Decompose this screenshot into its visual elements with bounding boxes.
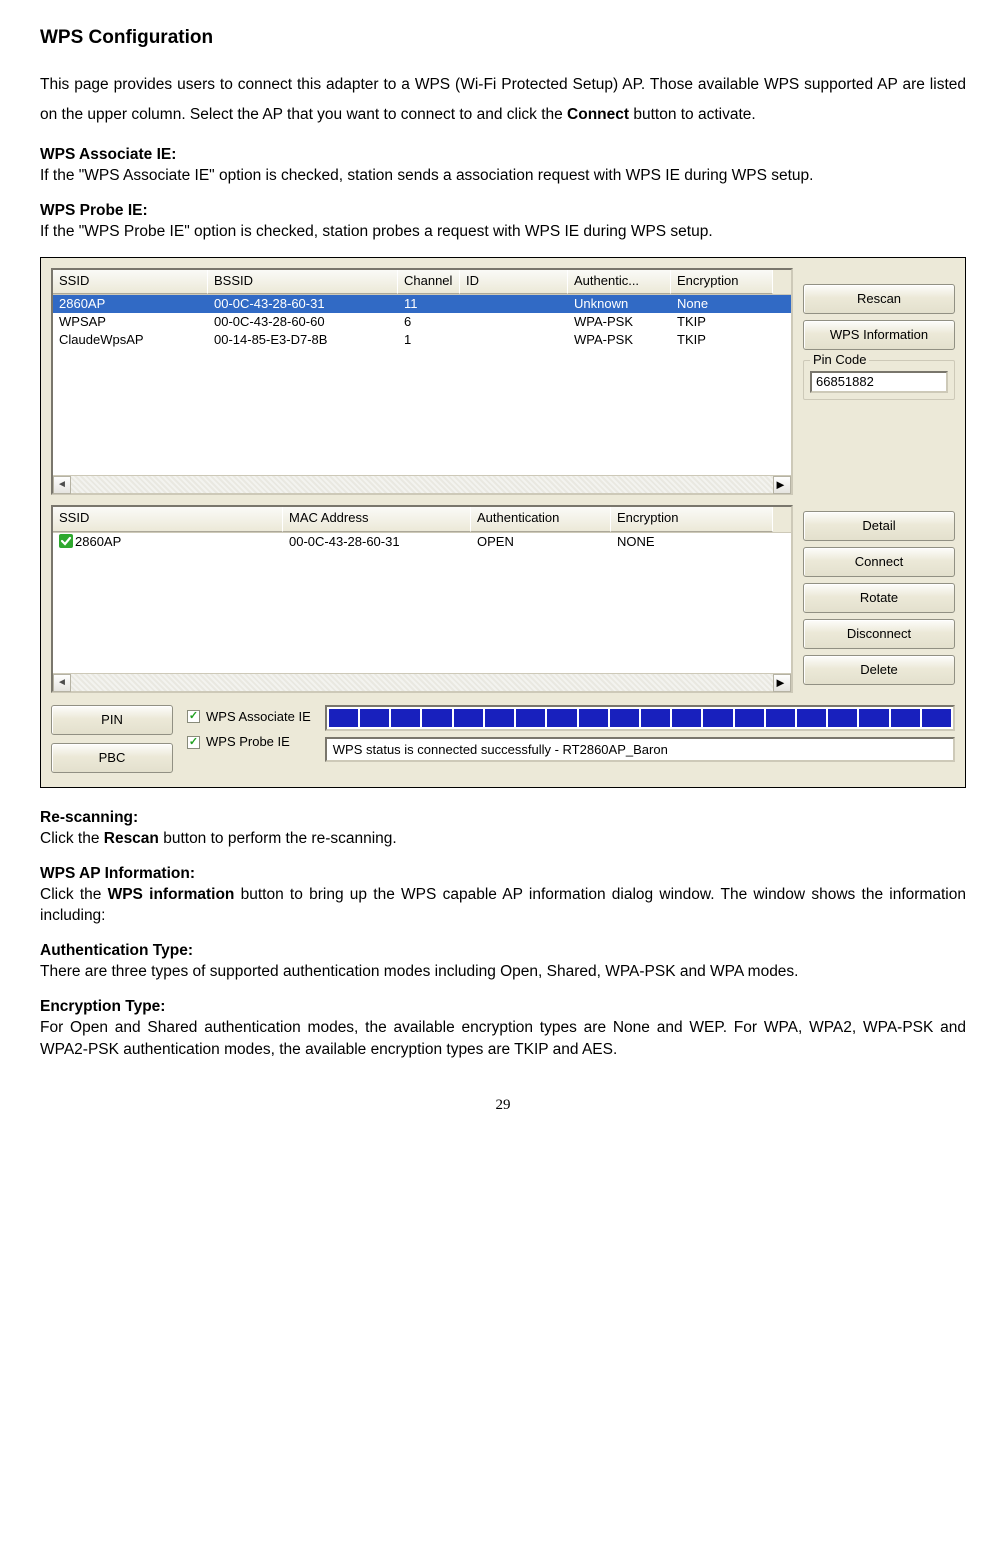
table-cell: TKIP xyxy=(671,313,773,331)
table-row xyxy=(53,605,791,623)
column-header[interactable]: Channel xyxy=(398,270,460,295)
table-row xyxy=(53,457,791,475)
table-row xyxy=(53,439,791,457)
table-row xyxy=(53,421,791,439)
table-row xyxy=(53,641,791,659)
table-cell: WPA-PSK xyxy=(568,313,671,331)
scroll-right-icon[interactable]: ► xyxy=(773,674,791,692)
column-header[interactable]: SSID xyxy=(53,507,283,532)
profile-list-table[interactable]: SSIDMAC AddressAuthenticationEncryption … xyxy=(51,505,793,693)
table-cell: 00-0C-43-28-60-31 xyxy=(283,533,471,551)
column-header[interactable]: Authentic... xyxy=(568,270,671,295)
scroll-left-icon[interactable]: ◄ xyxy=(53,674,71,692)
rotate-button[interactable]: Rotate xyxy=(803,583,955,613)
table-row xyxy=(53,587,791,605)
table-cell: NONE xyxy=(611,533,773,551)
section-body: If the "WPS Probe IE" option is checked,… xyxy=(40,221,966,243)
table-cell: 00-0C-43-28-60-60 xyxy=(208,313,398,331)
table-cell: 00-0C-43-28-60-31 xyxy=(208,295,398,313)
table-row[interactable]: WPSAP00-0C-43-28-60-606 WPA-PSKTKIP xyxy=(53,313,791,331)
column-header[interactable]: Encryption xyxy=(671,270,773,295)
scrollbar-horizontal[interactable]: ◄ ► xyxy=(53,475,791,493)
table-cell: 1 xyxy=(398,331,460,349)
section-body: Click the WPS information button to brin… xyxy=(40,884,966,927)
section-heading: WPS Probe IE: xyxy=(40,201,966,221)
connect-button[interactable]: Connect xyxy=(803,547,955,577)
section-heading: Encryption Type: xyxy=(40,997,966,1017)
wps-associate-label: WPS Associate IE xyxy=(206,709,311,725)
pbc-button[interactable]: PBC xyxy=(51,743,173,773)
wps-probe-checkbox[interactable]: ✓ xyxy=(187,736,200,749)
pin-code-fieldset: Pin Code xyxy=(803,360,955,400)
table-row xyxy=(53,569,791,587)
column-header[interactable]: Encryption xyxy=(611,507,773,532)
section-heading: Re-scanning: xyxy=(40,808,966,828)
table-cell: None xyxy=(671,295,773,313)
table-cell: ClaudeWpsAP xyxy=(53,331,208,349)
disconnect-button[interactable]: Disconnect xyxy=(803,619,955,649)
table-cell: 6 xyxy=(398,313,460,331)
table-cell: WPSAP xyxy=(53,313,208,331)
section-body: Click the Rescan button to perform the r… xyxy=(40,828,966,850)
column-header[interactable]: SSID xyxy=(53,270,208,295)
section-body: For Open and Shared authentication modes… xyxy=(40,1017,966,1060)
section-body: If the "WPS Associate IE" option is chec… xyxy=(40,165,966,187)
column-header[interactable]: MAC Address xyxy=(283,507,471,532)
ap-list-table[interactable]: SSIDBSSIDChannelIDAuthentic...Encryption… xyxy=(51,268,793,496)
section-heading: WPS AP Information: xyxy=(40,864,966,884)
table-cell: TKIP xyxy=(671,331,773,349)
section-heading: WPS Associate IE: xyxy=(40,145,966,165)
intro-paragraph: This page provides users to connect this… xyxy=(40,70,966,129)
table-cell xyxy=(460,295,568,313)
pin-code-input[interactable] xyxy=(810,371,948,393)
page-title: WPS Configuration xyxy=(40,20,966,56)
table-row[interactable]: 2860AP00-0C-43-28-60-3111 UnknownNone xyxy=(53,295,791,313)
scroll-right-icon[interactable]: ► xyxy=(773,476,791,494)
wps-information-button[interactable]: WPS Information xyxy=(803,320,955,350)
table-row xyxy=(53,403,791,421)
table-row xyxy=(53,551,791,569)
detail-button[interactable]: Detail xyxy=(803,511,955,541)
table-row xyxy=(53,367,791,385)
table-cell xyxy=(460,331,568,349)
table-row[interactable]: 2860AP00-0C-43-28-60-31OPENNONE xyxy=(53,533,791,551)
table-cell: Unknown xyxy=(568,295,671,313)
table-cell: 00-14-85-E3-D7-8B xyxy=(208,331,398,349)
pin-code-legend: Pin Code xyxy=(810,352,869,368)
check-icon xyxy=(59,534,73,548)
table-row xyxy=(53,385,791,403)
scroll-left-icon[interactable]: ◄ xyxy=(53,476,71,494)
screenshot-panel: SSIDBSSIDChannelIDAuthentic...Encryption… xyxy=(40,257,966,788)
wps-associate-checkbox[interactable]: ✓ xyxy=(187,710,200,723)
table-cell: 2860AP xyxy=(53,533,283,551)
table-cell: 2860AP xyxy=(53,295,208,313)
table-cell: WPA-PSK xyxy=(568,331,671,349)
scrollbar-horizontal-2[interactable]: ◄ ► xyxy=(53,673,791,691)
progress-bar xyxy=(325,705,955,731)
table-row xyxy=(53,349,791,367)
table-cell: OPEN xyxy=(471,533,611,551)
rescan-button[interactable]: Rescan xyxy=(803,284,955,314)
table-cell xyxy=(460,313,568,331)
status-text: WPS status is connected successfully - R… xyxy=(325,737,955,762)
table-row xyxy=(53,623,791,641)
column-header[interactable]: BSSID xyxy=(208,270,398,295)
column-header[interactable]: Authentication xyxy=(471,507,611,532)
page-number: 29 xyxy=(40,1091,966,1120)
table-row[interactable]: ClaudeWpsAP00-14-85-E3-D7-8B1 WPA-PSKTKIP xyxy=(53,331,791,349)
delete-button[interactable]: Delete xyxy=(803,655,955,685)
section-heading: Authentication Type: xyxy=(40,941,966,961)
table-cell: 11 xyxy=(398,295,460,313)
pin-button[interactable]: PIN xyxy=(51,705,173,735)
column-header[interactable]: ID xyxy=(460,270,568,295)
wps-probe-label: WPS Probe IE xyxy=(206,734,290,750)
section-body: There are three types of supported authe… xyxy=(40,961,966,983)
